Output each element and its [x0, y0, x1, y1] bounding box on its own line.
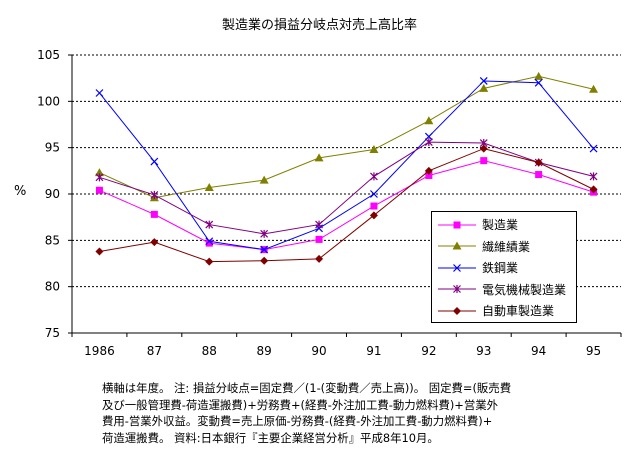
data-point-0-8	[535, 171, 543, 179]
y-axis-label: %	[14, 184, 27, 199]
data-point-1-0	[94, 168, 104, 177]
legend-item: 鉄鋼業	[432, 257, 576, 279]
data-point-0-4	[315, 235, 323, 243]
data-point-2-0	[95, 89, 104, 97]
data-point-4-1	[150, 238, 159, 247]
data-point-4-3	[260, 256, 269, 265]
data-point-1-3	[259, 175, 269, 184]
legend-swatch	[438, 285, 476, 294]
legend: 製造業繊維績業鉄鋼業電気機械製造業 自動車製造業	[431, 211, 577, 323]
y-tick-label-90: 90	[45, 187, 60, 201]
legend-swatch-marker	[453, 285, 461, 294]
data-point-1-4	[314, 153, 324, 162]
data-point-1-9	[589, 84, 599, 93]
data-point-4-9	[589, 185, 598, 194]
legend-swatch-marker	[453, 221, 461, 229]
series-lines	[94, 71, 599, 266]
data-point-3-6	[424, 138, 433, 147]
x-tick-label-91: 91	[366, 344, 381, 358]
y-tick-label-85: 85	[45, 233, 60, 247]
data-point-3-9	[589, 172, 598, 181]
data-point-1-5	[369, 145, 379, 154]
data-point-0-2	[205, 239, 213, 247]
data-point-3-2	[205, 220, 214, 229]
data-point-0-0	[95, 186, 103, 194]
x-tick-label-95: 95	[586, 344, 601, 358]
data-point-3-4	[315, 220, 323, 229]
data-point-3-0	[95, 173, 104, 182]
data-point-1-8	[534, 71, 544, 80]
y-tick-label-75: 75	[45, 326, 60, 340]
y-tick-label-80: 80	[45, 280, 60, 294]
legend-label: 繊維績業	[482, 239, 531, 254]
data-point-1-2	[204, 183, 214, 192]
legend-swatch	[438, 263, 476, 272]
data-point-4-6	[424, 166, 433, 175]
data-point-2-7	[479, 77, 488, 85]
data-point-2-5	[370, 190, 378, 198]
footnote: 横軸は年度。 注: 損益分岐点=固定費／(1-(変動費／売上高))。 固定費=(…	[102, 381, 512, 445]
data-point-3-5	[370, 172, 378, 181]
x-tick-label-87: 87	[147, 344, 162, 358]
data-point-3-3	[260, 229, 269, 238]
data-point-4-7	[479, 144, 488, 153]
axes	[68, 54, 622, 337]
series-line-0	[99, 160, 594, 251]
x-tick-label-94: 94	[531, 344, 546, 358]
data-point-0-5	[370, 202, 378, 210]
series-line-4	[99, 148, 594, 263]
y-tick-label-105: 105	[37, 48, 60, 62]
legend-swatch	[438, 306, 476, 315]
legend-item: 製造業	[432, 214, 576, 236]
data-point-4-5	[369, 211, 378, 220]
data-point-1-7	[479, 83, 489, 92]
tick-labels: 75 80 85 90 95 100 105 1986 87 88 89 90 91 92 93 94 95	[37, 48, 601, 358]
y-tick-label-100: 100	[37, 94, 60, 108]
data-point-2-1	[150, 157, 159, 166]
y-tick-label-95: 95	[45, 141, 60, 155]
data-point-2-3	[260, 245, 269, 254]
data-point-0-6	[425, 171, 433, 179]
legend-swatch	[438, 241, 476, 250]
data-point-3-1	[150, 190, 159, 199]
series-2	[95, 77, 598, 254]
series-3	[95, 138, 598, 238]
x-tick-label-88: 88	[202, 344, 217, 358]
data-point-4-4	[315, 254, 324, 263]
legend-label: 電気機械製造業	[482, 282, 567, 297]
data-point-2-2	[205, 237, 214, 246]
series-1	[94, 71, 599, 202]
series-line-3	[99, 141, 594, 235]
data-point-4-8	[534, 158, 543, 167]
series-4	[95, 144, 598, 266]
data-point-4-2	[205, 257, 214, 266]
legend-swatch	[438, 221, 476, 229]
series-line-2	[99, 80, 594, 251]
x-tick-label-89: 89	[257, 344, 272, 358]
x-tick-label-93: 93	[476, 344, 491, 358]
series-line-1	[99, 75, 594, 199]
data-point-0-1	[150, 210, 158, 218]
legend-label: 鉄鋼業	[482, 261, 519, 276]
chart-title: 製造業の損益分岐点対売上高比率	[221, 18, 417, 33]
legend-swatch-marker	[453, 263, 461, 272]
data-point-2-8	[534, 78, 543, 87]
data-point-1-6	[424, 116, 434, 125]
legend-item: 電気機械製造業	[432, 279, 576, 301]
legend-swatch-marker	[452, 241, 462, 250]
data-point-0-7	[480, 157, 488, 165]
x-tick-label-92: 92	[421, 344, 436, 358]
legend-label: 自動車製造業	[482, 304, 555, 319]
legend-swatch-marker	[453, 306, 461, 315]
line-chart: 75 80 85 90 95 100 105 1986 87 88 89 90 91 92 93 94 95	[37, 48, 622, 358]
x-tick-label-90: 90	[311, 344, 326, 358]
data-point-2-6	[424, 132, 433, 141]
legend-item: 自動車製造業	[432, 300, 576, 322]
legend-label: 製造業	[482, 218, 519, 233]
x-tick-label-1986: 1986	[84, 344, 115, 358]
legend-item: 繊維績業	[432, 236, 576, 258]
data-point-2-9	[589, 144, 598, 153]
data-point-4-0	[95, 247, 104, 256]
